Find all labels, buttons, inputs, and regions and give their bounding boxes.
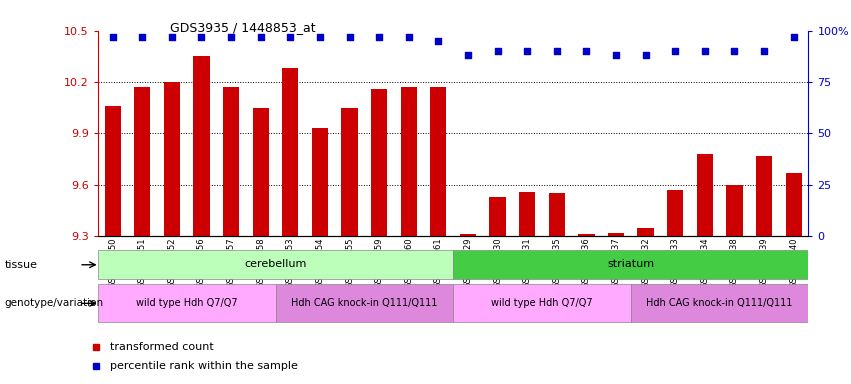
Bar bbox=[785, 173, 802, 236]
Point bbox=[550, 48, 563, 55]
Bar bbox=[193, 56, 209, 236]
Bar bbox=[163, 82, 180, 236]
FancyBboxPatch shape bbox=[453, 284, 631, 323]
Point bbox=[609, 52, 623, 58]
Point bbox=[165, 34, 179, 40]
Point bbox=[254, 34, 267, 40]
Point bbox=[313, 34, 327, 40]
FancyBboxPatch shape bbox=[276, 284, 453, 323]
Bar bbox=[489, 197, 505, 236]
Bar bbox=[371, 89, 387, 236]
Point bbox=[106, 34, 119, 40]
Point bbox=[787, 34, 801, 40]
Text: wild type Hdh Q7/Q7: wild type Hdh Q7/Q7 bbox=[491, 298, 593, 308]
FancyBboxPatch shape bbox=[98, 284, 276, 323]
Bar bbox=[667, 190, 683, 236]
Bar bbox=[223, 87, 239, 236]
Bar bbox=[697, 154, 713, 236]
Text: tissue: tissue bbox=[4, 260, 37, 270]
Bar bbox=[726, 185, 743, 236]
Text: transformed count: transformed count bbox=[111, 342, 214, 352]
Text: cerebellum: cerebellum bbox=[244, 259, 306, 269]
Point bbox=[639, 52, 653, 58]
Bar bbox=[401, 87, 417, 236]
Point bbox=[135, 34, 149, 40]
Text: Hdh CAG knock-in Q111/Q111: Hdh CAG knock-in Q111/Q111 bbox=[291, 298, 437, 308]
Bar bbox=[253, 108, 269, 236]
Text: Hdh CAG knock-in Q111/Q111: Hdh CAG knock-in Q111/Q111 bbox=[647, 298, 793, 308]
Point bbox=[225, 34, 238, 40]
Bar bbox=[756, 156, 772, 236]
Bar bbox=[283, 68, 299, 236]
Text: genotype/variation: genotype/variation bbox=[4, 298, 103, 308]
Point bbox=[343, 34, 357, 40]
Bar bbox=[637, 228, 654, 236]
FancyBboxPatch shape bbox=[98, 250, 453, 280]
Point bbox=[728, 48, 741, 55]
Bar bbox=[311, 128, 328, 236]
Bar bbox=[431, 87, 447, 236]
Point bbox=[402, 34, 415, 40]
Text: striatum: striatum bbox=[608, 259, 654, 269]
Point bbox=[580, 48, 593, 55]
FancyBboxPatch shape bbox=[631, 284, 808, 323]
FancyBboxPatch shape bbox=[453, 250, 808, 280]
Bar bbox=[608, 233, 624, 236]
Bar bbox=[341, 108, 357, 236]
Point bbox=[698, 48, 711, 55]
Point bbox=[491, 48, 505, 55]
Point bbox=[520, 48, 534, 55]
Bar bbox=[134, 87, 151, 236]
Bar bbox=[549, 194, 565, 236]
Text: wild type Hdh Q7/Q7: wild type Hdh Q7/Q7 bbox=[136, 298, 237, 308]
Point bbox=[461, 52, 475, 58]
Text: GDS3935 / 1448853_at: GDS3935 / 1448853_at bbox=[170, 21, 316, 34]
Bar bbox=[519, 192, 535, 236]
Text: percentile rank within the sample: percentile rank within the sample bbox=[111, 361, 299, 371]
Bar bbox=[578, 235, 595, 236]
Bar bbox=[105, 106, 121, 236]
Point bbox=[373, 34, 386, 40]
Point bbox=[757, 48, 771, 55]
Bar bbox=[460, 235, 476, 236]
Point bbox=[283, 34, 297, 40]
Point bbox=[431, 38, 445, 44]
Point bbox=[195, 34, 208, 40]
Point bbox=[668, 48, 682, 55]
